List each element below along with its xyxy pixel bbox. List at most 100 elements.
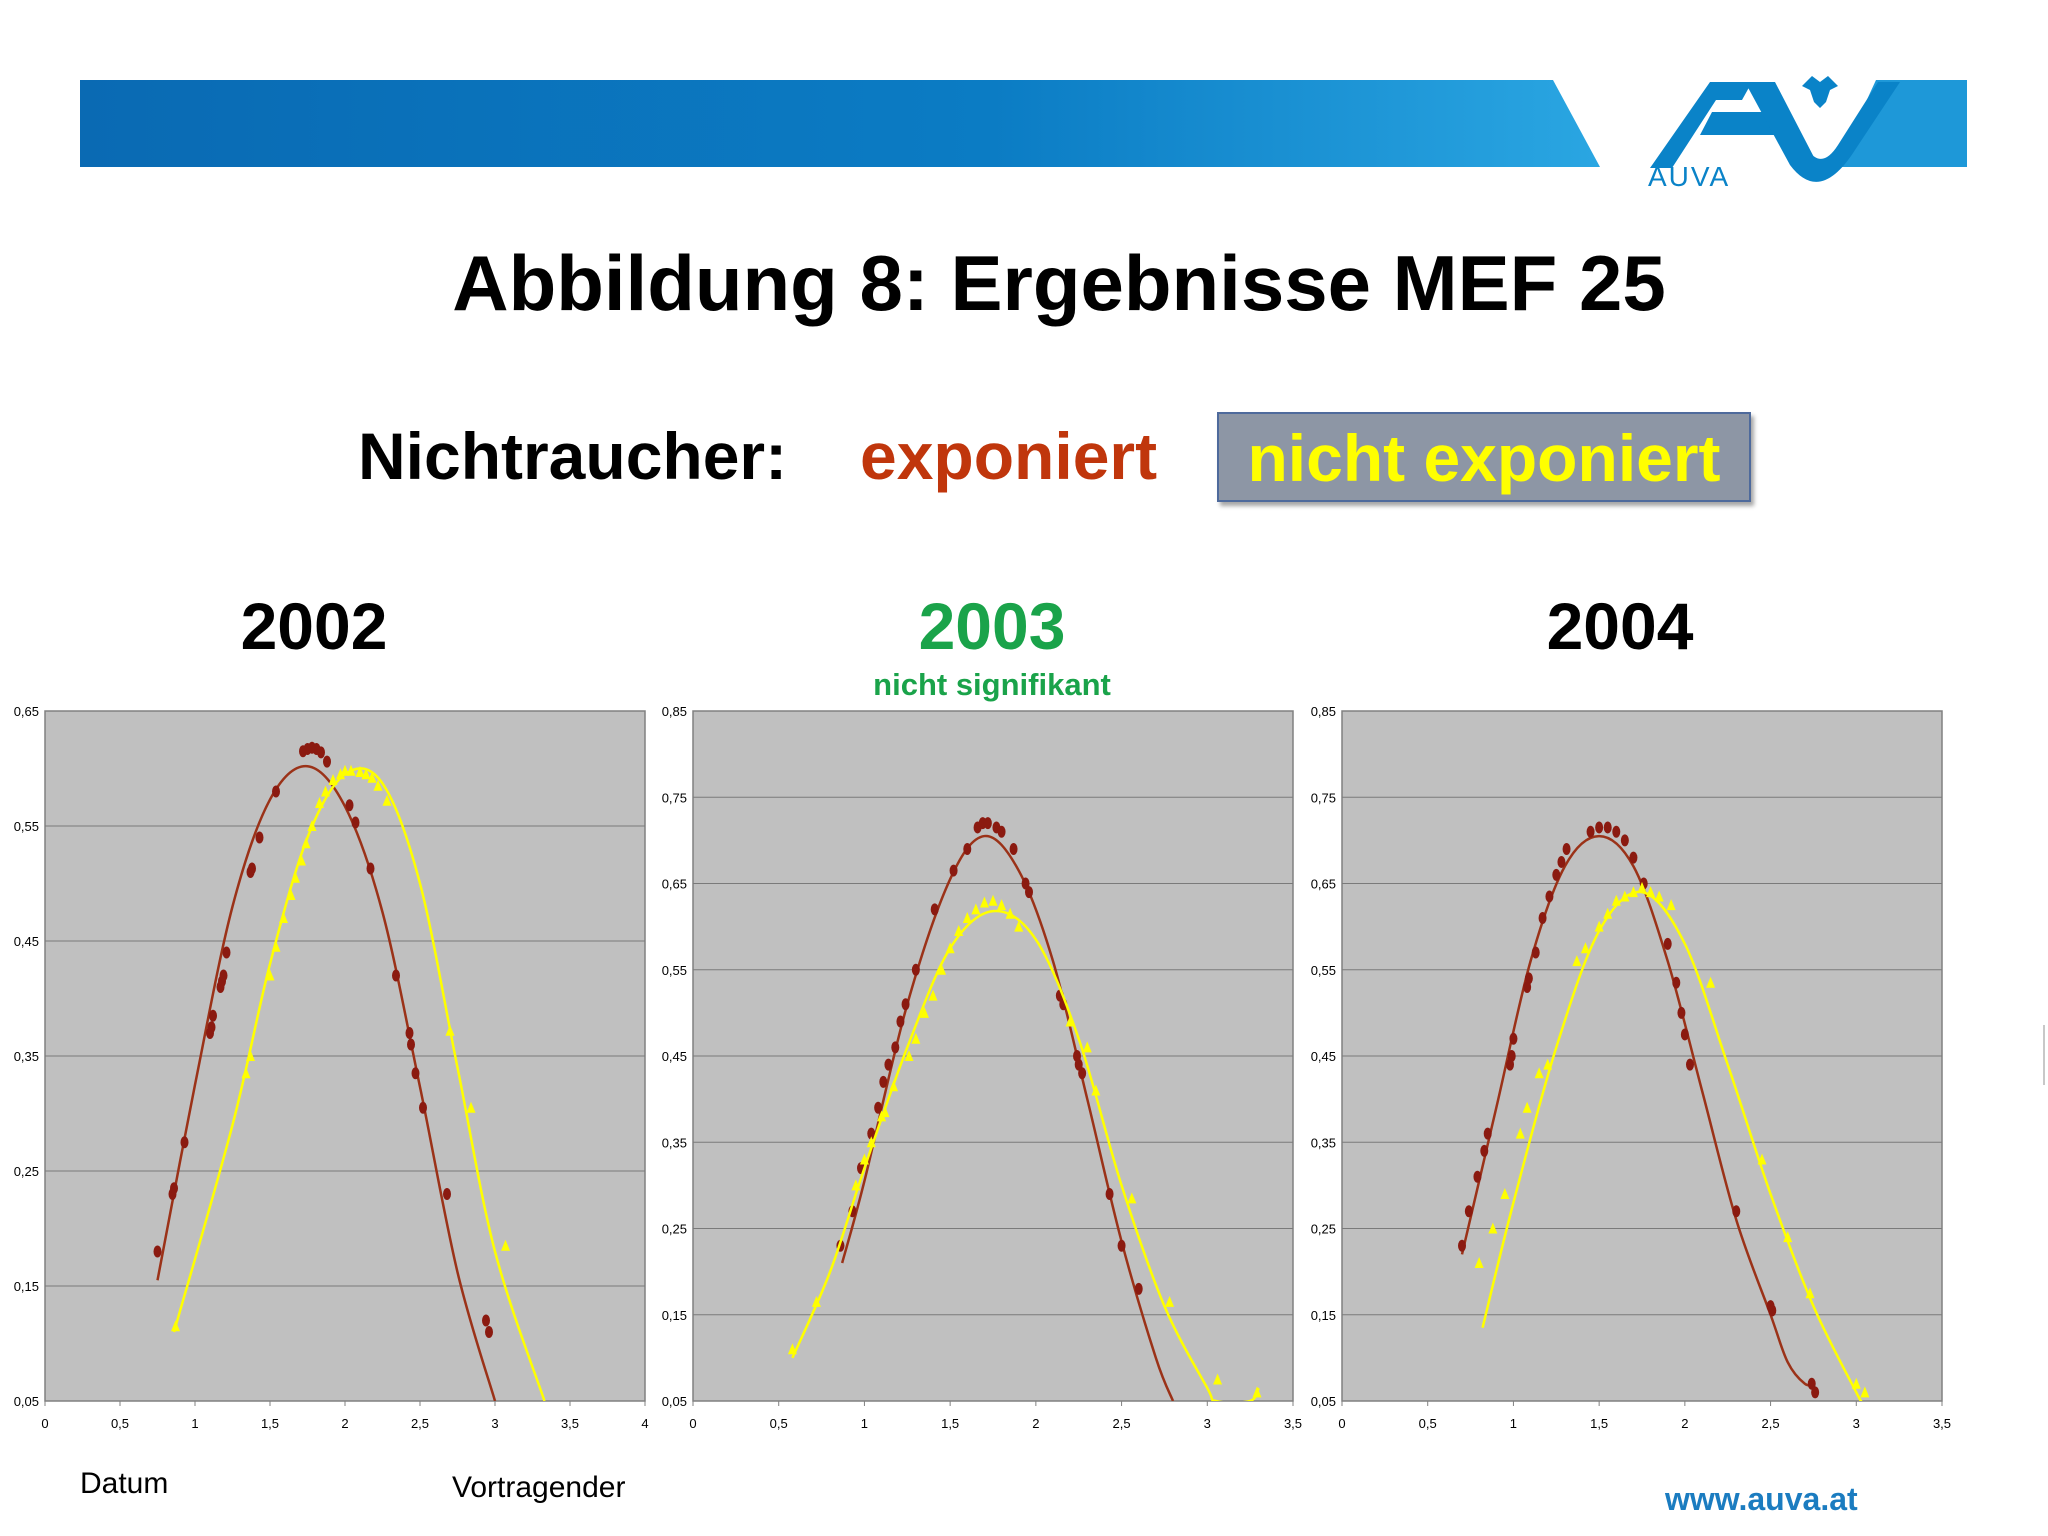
- point-not-exposed: [1091, 1084, 1101, 1096]
- point-exposed: [1480, 1144, 1489, 1157]
- y-tick-label: 0,35: [1311, 1135, 1336, 1150]
- point-exposed: [884, 1058, 893, 1071]
- point-not-exposed: [911, 1032, 921, 1044]
- point-exposed: [1078, 1067, 1087, 1080]
- point-exposed: [443, 1188, 451, 1200]
- page-title: Abbildung 8: Ergebnisse MEF 25: [452, 239, 1666, 327]
- point-not-exposed: [171, 1320, 180, 1332]
- point-not-exposed: [1515, 1127, 1525, 1139]
- point-not-exposed: [340, 764, 350, 776]
- point-not-exposed: [1594, 920, 1604, 932]
- footer-date: Datum: [80, 1467, 169, 1500]
- footer-presenter: Vortragender: [452, 1471, 626, 1504]
- point-not-exposed: [889, 1080, 899, 1092]
- point-not-exposed: [919, 1006, 929, 1018]
- point-exposed: [1557, 855, 1566, 868]
- point-not-exposed: [1252, 1386, 1262, 1398]
- y-tick-label: 0,05: [14, 1394, 39, 1409]
- point-not-exposed: [1127, 1192, 1137, 1204]
- point-exposed: [392, 969, 400, 982]
- point-exposed: [1603, 821, 1612, 834]
- point-not-exposed: [246, 1050, 255, 1061]
- fit-curve-exposed: [1460, 834, 1816, 1387]
- point-exposed: [879, 1075, 888, 1088]
- point-exposed: [153, 1245, 162, 1258]
- y-tick-label: 0,15: [662, 1308, 687, 1323]
- x-tick-label: 3,5: [1284, 1416, 1302, 1431]
- y-tick-label: 0,85: [1311, 704, 1336, 719]
- point-exposed: [983, 817, 992, 830]
- point-not-exposed: [1572, 955, 1582, 967]
- point-not-exposed: [367, 771, 377, 783]
- point-not-exposed: [265, 969, 275, 981]
- x-tick-label: 0: [41, 1416, 48, 1431]
- point-exposed: [1629, 851, 1638, 864]
- point-exposed: [1811, 1386, 1820, 1399]
- point-exposed: [1545, 890, 1554, 903]
- point-not-exposed: [373, 779, 383, 791]
- x-tick-label: 1,5: [941, 1416, 959, 1431]
- x-tick-label: 0: [1338, 1416, 1345, 1431]
- point-not-exposed: [1474, 1257, 1484, 1268]
- point-not-exposed: [979, 896, 989, 908]
- y-tick-label: 0,35: [662, 1135, 687, 1150]
- point-not-exposed: [321, 785, 330, 797]
- point-exposed: [1620, 834, 1629, 847]
- point-exposed: [209, 1009, 217, 1022]
- point-exposed: [874, 1101, 883, 1114]
- year-2004-title: 2004: [1546, 589, 1694, 663]
- point-exposed: [1595, 821, 1604, 834]
- point-exposed: [1562, 843, 1571, 855]
- point-not-exposed: [997, 899, 1007, 911]
- x-tick-label: 3: [491, 1416, 498, 1431]
- point-exposed: [1663, 937, 1672, 950]
- point-exposed: [419, 1101, 427, 1114]
- point-exposed: [867, 1127, 876, 1140]
- point-not-exposed: [811, 1295, 821, 1307]
- footer-url[interactable]: www.auva.at: [1665, 1481, 1858, 1517]
- point-not-exposed: [271, 940, 281, 952]
- point-exposed: [272, 785, 280, 798]
- point-exposed: [891, 1041, 900, 1054]
- point-not-exposed: [501, 1239, 510, 1251]
- point-not-exposed: [279, 912, 288, 923]
- point-not-exposed: [297, 854, 306, 866]
- point-not-exposed: [307, 820, 317, 831]
- y-tick-label: 0,35: [14, 1049, 39, 1064]
- point-not-exposed: [346, 764, 356, 776]
- point-exposed: [248, 862, 256, 875]
- point-not-exposed: [1543, 1058, 1553, 1070]
- point-not-exposed: [1666, 899, 1676, 911]
- point-exposed: [997, 825, 1006, 838]
- point-not-exposed: [1757, 1153, 1767, 1165]
- point-exposed: [1009, 843, 1018, 855]
- point-exposed: [1538, 912, 1547, 924]
- y-tick-label: 0,25: [662, 1222, 687, 1237]
- point-exposed: [1105, 1188, 1114, 1200]
- y-tick-label: 0,05: [662, 1394, 687, 1409]
- x-tick-label: 1: [861, 1416, 868, 1431]
- point-exposed: [1021, 877, 1030, 890]
- y-tick-label: 0,25: [1311, 1222, 1336, 1237]
- point-not-exposed: [1213, 1373, 1223, 1385]
- y-tick-label: 0,55: [662, 963, 687, 978]
- y-tick-label: 0,25: [14, 1164, 39, 1179]
- fit-curve-not-exposed: [172, 767, 546, 1401]
- banner-stripe-left: [80, 80, 1600, 167]
- x-tick-label: 0,5: [1419, 1416, 1437, 1431]
- header-banner: AUVA: [80, 76, 1967, 192]
- point-not-exposed: [962, 912, 972, 923]
- point-exposed: [1768, 1304, 1777, 1317]
- legend-exposed: exponiert: [860, 419, 1158, 493]
- point-exposed: [1507, 1050, 1516, 1062]
- x-tick-label: 0,5: [770, 1416, 788, 1431]
- y-tick-label: 0,15: [14, 1279, 39, 1294]
- x-tick-label: 2,5: [1113, 1416, 1131, 1431]
- point-exposed: [485, 1326, 493, 1338]
- eagle-icon: [1802, 76, 1838, 108]
- point-not-exposed: [1860, 1386, 1870, 1398]
- point-exposed: [901, 998, 910, 1011]
- x-tick-label: 3,5: [561, 1416, 579, 1431]
- point-exposed: [1586, 825, 1595, 838]
